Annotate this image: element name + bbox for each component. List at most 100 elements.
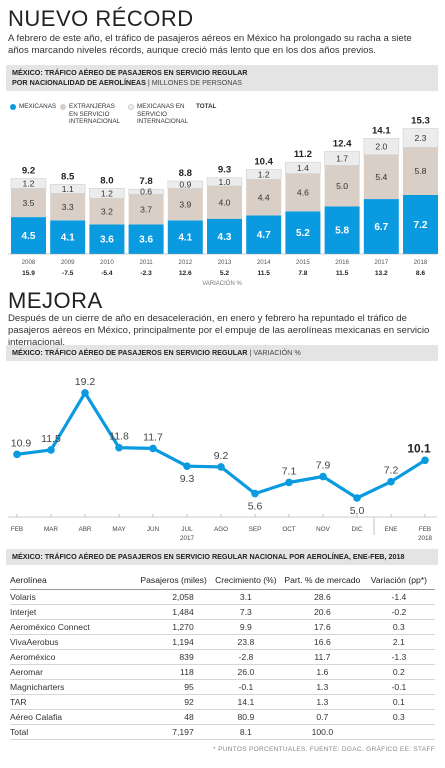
line-tick-label: MAY bbox=[112, 526, 126, 533]
table-cell: 23.8 bbox=[209, 634, 282, 650]
table-cell: 28.6 bbox=[282, 589, 363, 605]
bar-year-label: 2010 bbox=[100, 259, 114, 266]
table-cell: 7,197 bbox=[137, 724, 210, 740]
section2-title: MEJORA bbox=[8, 288, 103, 313]
table-cell: 2,058 bbox=[137, 589, 210, 605]
bar-segment bbox=[207, 218, 242, 254]
bar-total-label: 11.2 bbox=[294, 149, 312, 160]
table-cell: Aeroméxico bbox=[10, 649, 138, 665]
line-tick-label: AGO bbox=[214, 526, 228, 533]
line-point bbox=[251, 489, 259, 498]
line-point bbox=[149, 444, 157, 453]
bar-total-label: 9.3 bbox=[218, 165, 231, 176]
table-cell: 11.7 bbox=[282, 649, 363, 665]
table-cell: 48 bbox=[137, 709, 210, 725]
bar-value-label: 3.7 bbox=[140, 204, 152, 214]
table-cell: 0.3 bbox=[362, 709, 435, 725]
bar-segment bbox=[246, 179, 282, 216]
table-cell: 839 bbox=[137, 649, 210, 665]
table-row: Interjet 1,484 7.3 20.6 -0.2 bbox=[10, 604, 435, 620]
bar-value-label: 3.5 bbox=[23, 198, 35, 208]
col-participacion: Part. % de mercado bbox=[282, 572, 363, 590]
bar-variation-label: 7.8 bbox=[298, 270, 307, 277]
line-point bbox=[285, 478, 293, 487]
table-row: Aeroméxico 839 -2.8 11.7 -1.3 bbox=[10, 649, 435, 665]
table-cell: 95 bbox=[137, 679, 210, 695]
bar-variation-label: -2.3 bbox=[140, 270, 152, 277]
bar-year-label: 2017 bbox=[374, 259, 388, 266]
table-cell: 92 bbox=[137, 694, 210, 710]
bar-segment bbox=[50, 193, 86, 221]
bar-value-label: 1.0 bbox=[219, 177, 231, 187]
bar-value-label: 5.0 bbox=[336, 181, 348, 191]
table-cell bbox=[362, 724, 435, 740]
table-header: MÉXICO: TRÁFICO AÉREO DE PASAJEROS EN SE… bbox=[6, 549, 438, 565]
table-cell: 3.1 bbox=[209, 589, 282, 605]
bar-value-label: 4.0 bbox=[219, 197, 231, 207]
section2-intro: Después de un cierre de año en desaceler… bbox=[8, 313, 430, 348]
bar-variation-label: 11.5 bbox=[336, 270, 349, 277]
table-cell: 14.1 bbox=[209, 694, 282, 710]
table-cell: 20.6 bbox=[282, 604, 363, 620]
bar-segment bbox=[206, 177, 243, 187]
bar-value-label: 0.9 bbox=[179, 180, 191, 190]
table-cell: TAR bbox=[10, 694, 138, 710]
bar-total-label: 12.4 bbox=[333, 139, 352, 150]
col-variacion: Variación (pp*) bbox=[362, 572, 435, 590]
table-cell: 80.9 bbox=[209, 709, 282, 725]
line-point bbox=[183, 462, 191, 470]
bar-segment bbox=[89, 188, 125, 199]
legend-label-mexicanas-int: MEXICANAS EN SERVICIO INTERNACIONAL bbox=[137, 103, 189, 125]
table-cell: Interjet bbox=[10, 604, 138, 620]
table-cell: 2.1 bbox=[362, 634, 435, 650]
table-cell: -2.8 bbox=[209, 649, 282, 665]
bar-value-label: 1.2 bbox=[258, 169, 270, 179]
line-tick-label: FEB bbox=[11, 526, 23, 533]
line-tick-label: OCT bbox=[282, 526, 295, 533]
bar-value-label: 1.7 bbox=[336, 153, 348, 163]
bar-year-label: 2012 bbox=[178, 259, 192, 266]
bar-total-label: 14.1 bbox=[372, 125, 391, 136]
bar-value-label: 0.6 bbox=[140, 187, 152, 197]
line-year-label: 2017 bbox=[180, 535, 195, 542]
line-point bbox=[13, 450, 21, 459]
table-cell: 9.9 bbox=[209, 619, 282, 635]
table-cell: 7.3 bbox=[209, 604, 282, 620]
table-cell: -0.1 bbox=[209, 679, 282, 695]
table-row: Total 7,197 8.1 100.0 bbox=[10, 724, 435, 740]
bar-total-label: 10.4 bbox=[254, 157, 273, 168]
line-point bbox=[421, 456, 429, 465]
table-cell: 8.1 bbox=[209, 724, 282, 740]
table-cell: 0.1 bbox=[362, 694, 435, 710]
legend-mexicanas: MEXICANAS bbox=[10, 103, 56, 111]
bar-value-label: 4.7 bbox=[257, 230, 271, 241]
line-series bbox=[16, 391, 426, 500]
bar-variation-label: 11.5 bbox=[257, 270, 270, 277]
line-chart-header-unit: | VARIACIÓN % bbox=[249, 348, 301, 357]
table-cell: -0.2 bbox=[362, 604, 435, 620]
col-pasajeros: Pasajeros (miles) bbox=[137, 572, 210, 590]
table-cell: 26.0 bbox=[209, 664, 282, 680]
bar-segment bbox=[324, 206, 360, 254]
bar-value-label: 4.1 bbox=[178, 233, 192, 244]
bar-segment bbox=[324, 165, 360, 207]
bar-value-label: 3.3 bbox=[62, 202, 74, 212]
bar-value-label: 4.6 bbox=[297, 188, 309, 198]
line-tick-label: NOV bbox=[316, 526, 330, 533]
line-point bbox=[217, 463, 225, 471]
bar-total-label: 15.3 bbox=[411, 116, 430, 127]
bar-chart-header-line2: POR NACIONALIDAD DE AEROLÍNEAS bbox=[12, 78, 146, 87]
bar-value-label: 1.4 bbox=[297, 163, 309, 173]
line-value-label: 11.7 bbox=[143, 431, 163, 443]
bar-variation-label: 12.6 bbox=[179, 270, 192, 277]
bar-total-label: 7.8 bbox=[139, 176, 153, 187]
line-value-label: 9.3 bbox=[180, 473, 195, 485]
bar-segment bbox=[167, 220, 203, 254]
footnote: * PUNTOS PORCENTUALES. FUENTE: DGAC. GRÁ… bbox=[213, 746, 435, 753]
bar-total-label: 8.0 bbox=[100, 175, 113, 186]
table-header-row: Aerolínea Pasajeros (miles) Crecimiento … bbox=[10, 572, 435, 590]
bar-segment bbox=[363, 199, 399, 254]
line-chart-header-title: MÉXICO: TRÁFICO AÉREO DE PASAJEROS EN SE… bbox=[12, 348, 248, 357]
bar-year-label: 2015 bbox=[296, 259, 310, 266]
bar-year-label: 2018 bbox=[414, 259, 428, 266]
